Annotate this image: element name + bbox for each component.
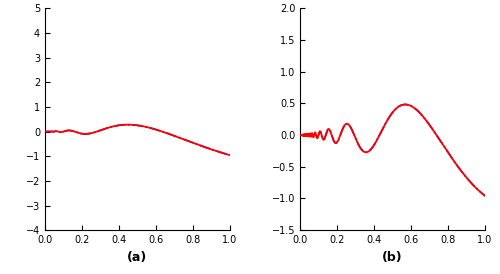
X-axis label: (a): (a) xyxy=(128,251,148,264)
X-axis label: (b): (b) xyxy=(382,251,403,264)
